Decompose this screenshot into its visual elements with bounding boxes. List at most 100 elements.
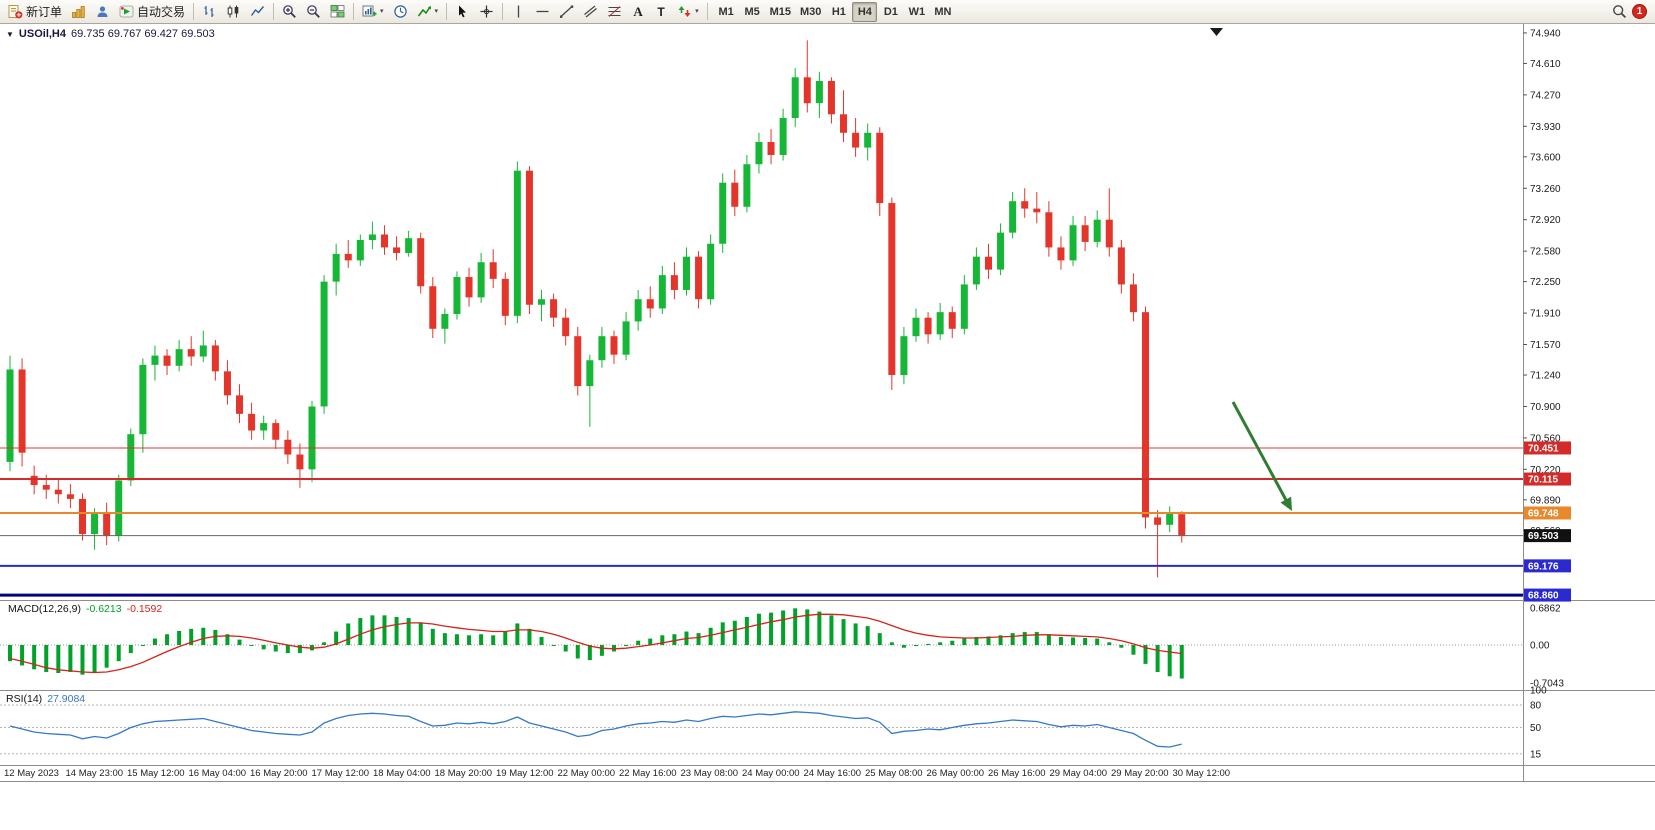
timeframe-h1-button[interactable]: H1	[831, 5, 846, 18]
zoom-out-icon	[307, 5, 320, 18]
candle-body	[658, 275, 666, 309]
candle-body	[948, 312, 956, 329]
macd-histogram-bar	[901, 645, 906, 648]
macd-histogram-bar	[394, 616, 399, 646]
timeframe-d1-button[interactable]: D1	[883, 5, 898, 18]
macd-histogram-bar	[346, 623, 351, 646]
price-tick-label: 72.250	[1530, 277, 1561, 288]
timeframe-m5-button[interactable]: M5	[744, 5, 760, 18]
macd-histogram-bar	[769, 612, 774, 646]
macd-histogram-bar	[406, 618, 411, 646]
candle-body	[864, 132, 872, 148]
label-tool-button[interactable]: T	[650, 1, 672, 22]
clock-icon	[393, 5, 407, 18]
market-watch-button[interactable]	[67, 1, 90, 22]
macd-histogram-bar	[358, 618, 363, 646]
candle-body	[840, 114, 848, 133]
price-badge	[1524, 506, 1571, 520]
trendline-tool-button[interactable]	[555, 1, 578, 22]
macd-histogram-bar	[1155, 645, 1160, 672]
profile-button[interactable]	[91, 1, 114, 22]
macd-indicator-label: MACD(12,26,9) -0.6213 -0.1592	[8, 603, 162, 615]
macd-histogram-bar	[225, 634, 230, 646]
candle-body	[1117, 247, 1125, 285]
macd-histogram-bar	[261, 645, 266, 650]
rsi-name: RSI(14)	[6, 693, 43, 705]
chart-canvas[interactable]: 74.940 74.610 74.270 73.930 73.600 73.260 72.9…	[0, 24, 1655, 830]
timeframe-mn-button[interactable]: MN	[934, 5, 952, 18]
zoom-in-button[interactable]	[278, 1, 301, 22]
crosshair-tool-button[interactable]	[475, 1, 498, 22]
cursor-tool-button[interactable]	[451, 1, 474, 22]
macd-tick-label: 0.00	[1530, 641, 1550, 652]
candle-body	[1178, 514, 1186, 536]
timeframe-h4-button[interactable]: H4	[852, 1, 878, 22]
auto-trading-button[interactable]: 自动交易	[115, 1, 189, 22]
candle-body	[308, 406, 316, 470]
macd-histogram-bar	[527, 628, 532, 646]
macd-histogram-bar	[1131, 645, 1136, 655]
fibonacci-tool-button[interactable]	[603, 1, 626, 22]
price-badge-label: 70.451	[1528, 443, 1559, 454]
candle-body	[1057, 247, 1065, 261]
macd-histogram-bar	[56, 645, 61, 674]
date-label: 16 May 04:00	[189, 768, 247, 779]
line-chart-icon	[250, 6, 265, 16]
candle-body	[477, 262, 485, 298]
trendline-icon	[560, 5, 574, 18]
macd-histogram-bar	[237, 639, 242, 646]
fibonacci-icon	[608, 6, 621, 17]
zoom-out-button[interactable]	[302, 1, 325, 22]
candle-body	[610, 336, 618, 355]
timeframe-w1-button[interactable]: W1	[908, 5, 926, 18]
date-label: 19 May 12:00	[496, 768, 554, 779]
indicators-button[interactable]: ▾	[413, 1, 443, 22]
price-tick-label: 69.890	[1530, 495, 1561, 506]
new-order-button[interactable]: 新订单	[4, 1, 66, 22]
channel-tool-button[interactable]	[579, 1, 602, 22]
date-label: 23 May 08:00	[681, 768, 739, 779]
date-label: 22 May 16:00	[619, 768, 677, 779]
candle-body	[984, 256, 992, 270]
macd-histogram-bar	[249, 645, 254, 647]
search-icon	[1613, 5, 1627, 19]
timeframe-m15-button[interactable]: M15	[769, 5, 791, 18]
price-badge-label: 70.115	[1528, 475, 1558, 486]
price-tick-label: 74.270	[1530, 90, 1561, 101]
notification-badge[interactable]: 1	[1632, 4, 1647, 19]
horizontal-line-tool-button[interactable]	[531, 1, 554, 22]
tile-windows-button[interactable]	[326, 1, 349, 22]
toolbar-separator	[502, 3, 504, 20]
timeframe-m1-button[interactable]: M1	[718, 5, 734, 18]
bar-chart-type-button[interactable]	[198, 1, 221, 22]
candle-body	[103, 512, 111, 536]
date-label: 29 May 20:00	[1111, 768, 1169, 779]
candle-body	[646, 299, 654, 309]
macd-histogram-bar	[80, 645, 85, 675]
vertical-line-tool-button[interactable]	[507, 1, 530, 22]
macd-histogram-bar	[889, 642, 894, 646]
candle-chart-type-button[interactable]	[222, 1, 245, 22]
period-button[interactable]	[389, 1, 412, 22]
macd-histogram-bar	[68, 645, 73, 672]
annotation-arrow-line[interactable]	[1231, 401, 1288, 501]
macd-histogram-bar	[938, 642, 943, 646]
new-chart-button[interactable]: ▾	[358, 1, 388, 22]
candle-body	[960, 284, 968, 329]
search-button[interactable]	[1608, 1, 1631, 22]
candle-body	[755, 142, 763, 165]
arrows-tool-button[interactable]: ▾	[673, 1, 703, 22]
timeframe-m30-button[interactable]: M30	[799, 5, 822, 18]
candle-body	[767, 142, 775, 155]
macd-histogram-bar	[273, 645, 278, 652]
text-tool-button[interactable]: A	[627, 1, 649, 22]
macd-histogram-bar	[1046, 634, 1051, 646]
collapse-chart-icon[interactable]: ▼	[6, 30, 14, 39]
candle-body	[115, 480, 123, 536]
line-chart-type-button[interactable]	[246, 1, 269, 22]
rsi-tick-label: 80	[1530, 701, 1542, 712]
chart-shift-marker[interactable]	[1210, 28, 1223, 36]
candle-body	[1069, 225, 1077, 261]
candle-body	[1021, 201, 1029, 209]
macd-histogram-bar	[962, 638, 967, 646]
